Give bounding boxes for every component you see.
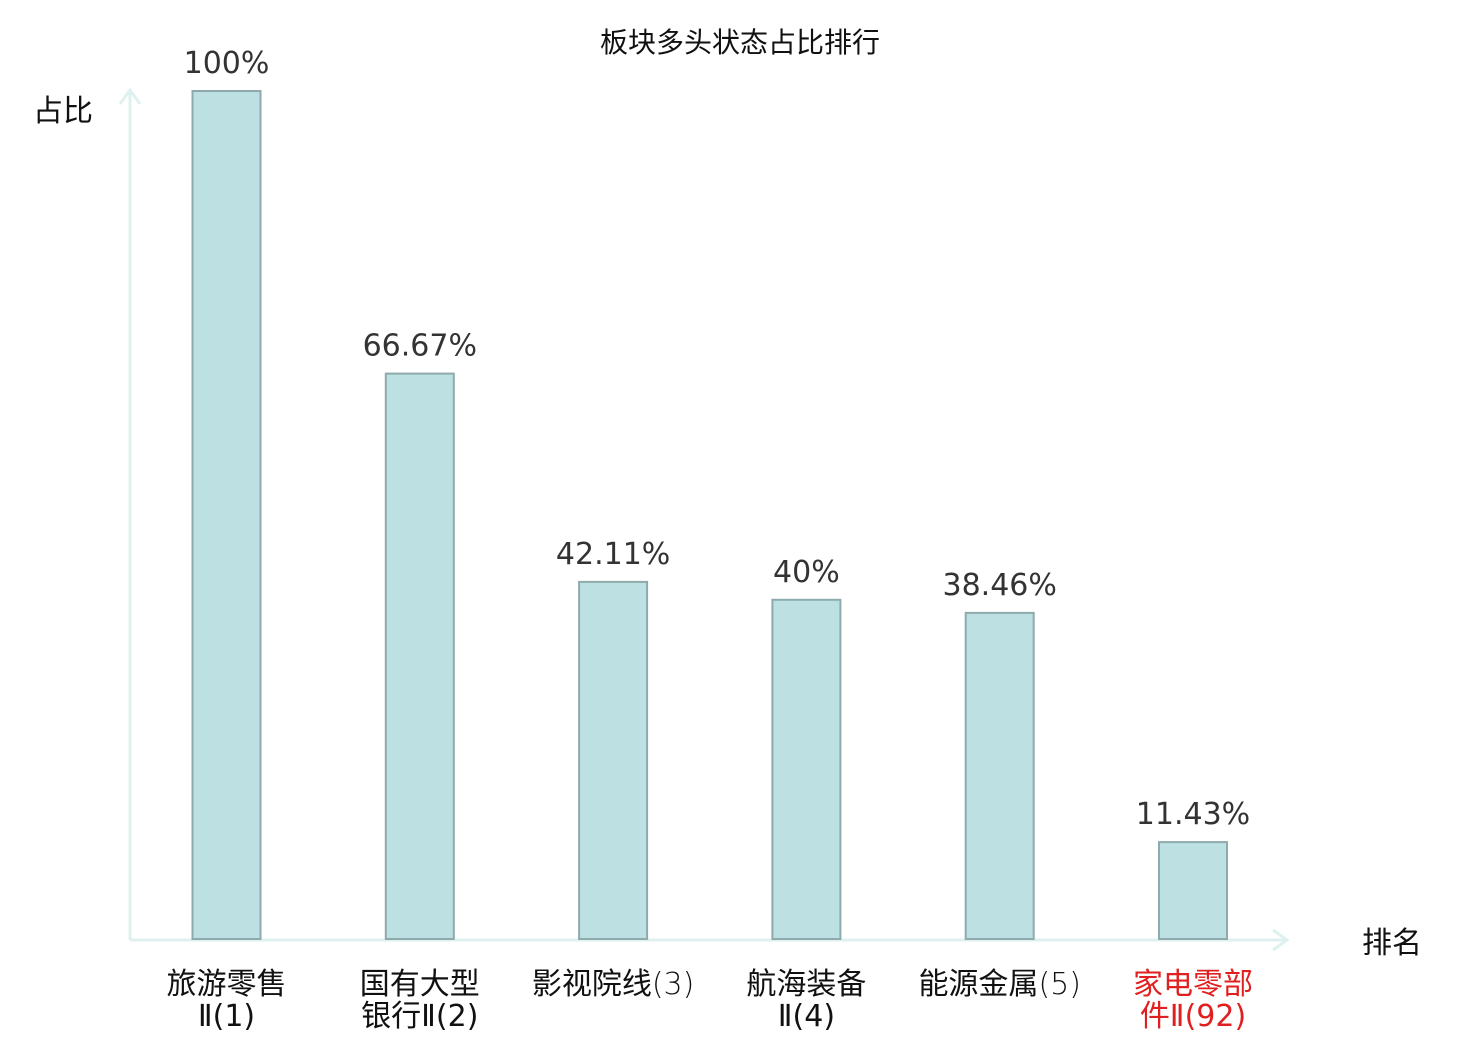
- bar: [384, 372, 455, 941]
- category-rank: 件Ⅱ(92): [1140, 999, 1246, 1034]
- category-rank: (5): [1038, 967, 1081, 1002]
- category-rank: (3): [652, 967, 695, 1002]
- category-rank: Ⅱ(1): [198, 999, 255, 1034]
- bar: [771, 598, 842, 940]
- bar-value-label: 11.43%: [1136, 797, 1250, 832]
- category-name: 国有大型: [360, 967, 480, 1002]
- y-axis-arrow-icon: [118, 87, 142, 105]
- chart-title: 板块多头状态占比排行: [600, 26, 880, 59]
- category-name: 家电零部: [1133, 967, 1253, 1002]
- bar: [964, 611, 1035, 941]
- bar-value-label: 38.46%: [943, 568, 1057, 603]
- x-axis-label: 排名: [1362, 926, 1422, 961]
- y-axis-label: 占比: [33, 94, 93, 129]
- category-rank: Ⅱ(4): [778, 999, 835, 1034]
- x-axis-arrow-icon: [1272, 928, 1290, 952]
- bar: [191, 90, 262, 940]
- category-label: 能源金属(5): [918, 967, 1080, 1002]
- bar-value-label: 100%: [184, 46, 270, 81]
- bar-value-label: 66.67%: [363, 329, 477, 364]
- axes: [118, 87, 1290, 952]
- category-name: 能源金属: [918, 967, 1038, 1002]
- category-name: 航海装备: [746, 967, 866, 1002]
- category-name: 旅游零售: [167, 967, 287, 1002]
- bar: [1158, 841, 1228, 940]
- category-name: 影视院线: [532, 967, 652, 1002]
- value-labels-group: 100% 66.67% 42.11% 40% 38.46% 11.43%: [184, 46, 1251, 832]
- bar-value-label: 42.11%: [556, 537, 670, 572]
- category-label: 影视院线(3): [532, 967, 695, 1002]
- bars-group: [191, 90, 1228, 941]
- bar-value-label: 40%: [773, 555, 840, 590]
- category-rank: 银行Ⅱ(2): [361, 999, 478, 1034]
- bar: [578, 580, 649, 941]
